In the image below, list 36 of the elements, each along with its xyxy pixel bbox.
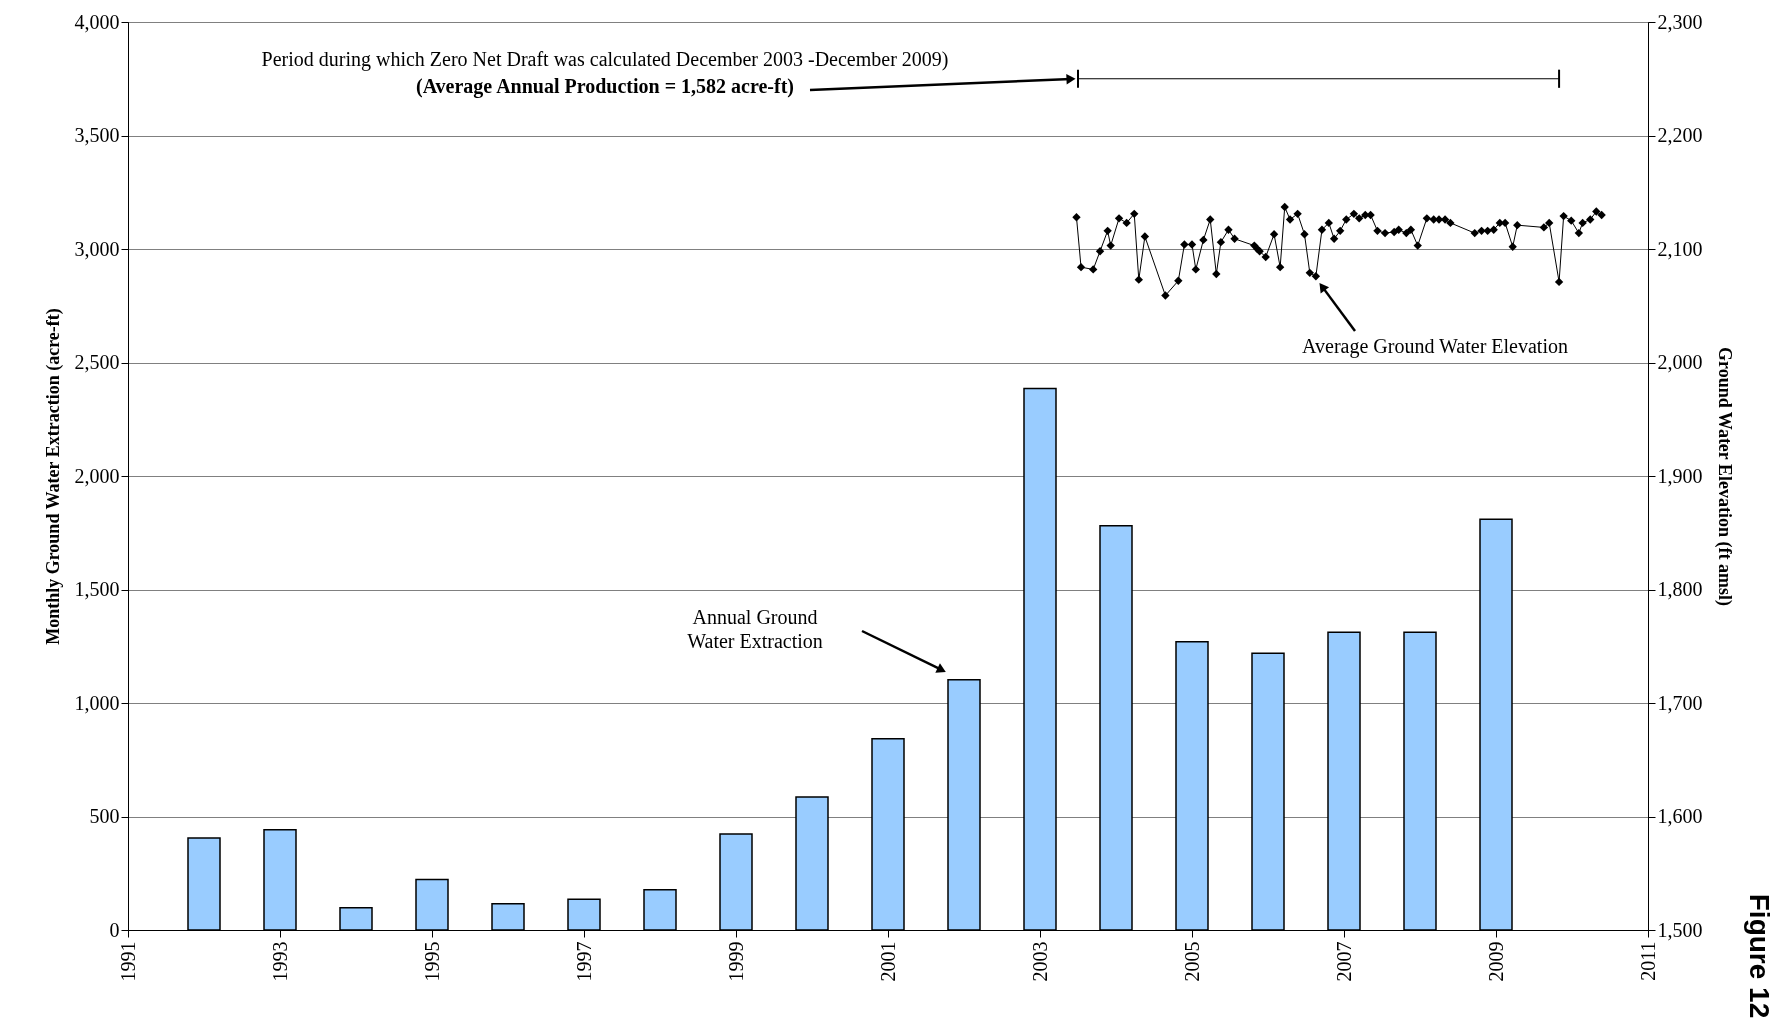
x-tick-label: 2009 — [1484, 941, 1507, 982]
y2-tick-label: 2,000 — [1657, 351, 1703, 373]
y2-axis-title: Ground Water Elevation (ft amsl) — [1713, 346, 1735, 607]
y-tick-label: 4,000 — [74, 10, 120, 33]
annotation: Period during which Zero Net Draft was calculated December 2003 -December 2009) — [261, 48, 949, 71]
y2-tick-label: 2,300 — [1657, 10, 1703, 33]
y2-tick-label: 2,200 — [1657, 124, 1703, 146]
y-tick-label: 3,000 — [74, 237, 120, 260]
caption: Figure 12 — [1744, 893, 1774, 1019]
x-tick-label: 1995 — [420, 941, 443, 982]
y-tick-label: 3,500 — [74, 124, 120, 146]
x-tick-label: 2007 — [1332, 941, 1355, 982]
x-tick-label: 1991 — [116, 941, 139, 982]
annotation: (Average Annual Production = 1,582 acre-ft) — [415, 75, 795, 98]
y-tick-label: 1,500 — [74, 578, 120, 600]
x-tick-label: 1999 — [724, 941, 747, 982]
y-tick-label: 2,000 — [74, 464, 120, 487]
y-tick-label: 1,000 — [74, 691, 120, 714]
x-tick-label: 2011 — [1636, 941, 1659, 981]
annotation: Average Ground Water Elevation — [1302, 335, 1568, 358]
y2-tick-label: 1,800 — [1657, 578, 1703, 600]
y-tick-label: 2,500 — [74, 351, 120, 373]
y2-tick-label: 2,100 — [1657, 237, 1703, 260]
x-tick-label: 2001 — [876, 941, 899, 982]
y2-tick-label: 1,500 — [1657, 918, 1703, 941]
x-tick-label: 2005 — [1180, 941, 1203, 982]
x-tick-label: 2003 — [1028, 941, 1051, 982]
y-tick-label: 0 — [109, 918, 120, 941]
y2-tick-label: 1,900 — [1657, 464, 1703, 487]
y-tick-label: 500 — [89, 805, 120, 827]
annotation: Annual Ground Water Extraction — [687, 606, 823, 652]
x-tick-label: 1997 — [572, 941, 595, 982]
y-axis-title: Monthly Ground Water Extraction (acre-ft) — [42, 308, 64, 645]
x-tick-label: 1993 — [268, 941, 291, 982]
y2-tick-label: 1,700 — [1657, 691, 1703, 714]
y2-tick-label: 1,600 — [1657, 805, 1703, 827]
